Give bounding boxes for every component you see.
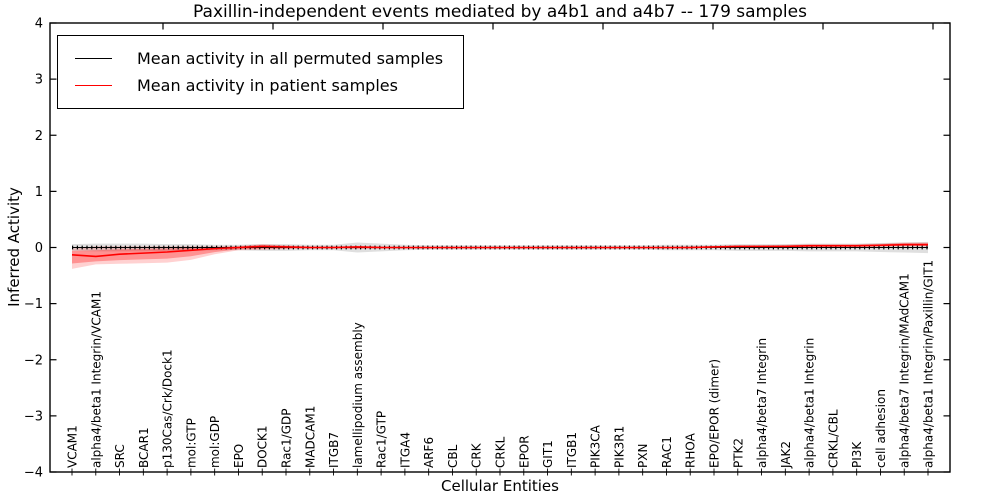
y-tick-label: −4 bbox=[24, 466, 43, 481]
x-tick-label: RHOA bbox=[684, 432, 698, 468]
y-tick-label: 3 bbox=[35, 73, 43, 88]
x-tick-label: ITGB1 bbox=[565, 432, 579, 468]
x-tick-label: alpha4/beta7 Integrin/MAdCAM1 bbox=[898, 273, 912, 468]
x-tick-label: mol:GDP bbox=[208, 416, 222, 468]
x-tick-label: CRK bbox=[470, 442, 484, 468]
x-tick-label: CRKL bbox=[494, 436, 508, 468]
x-tick-label: alpha4/beta7 Integrin bbox=[755, 338, 769, 468]
x-tick-label: alpha4/beta1 Integrin/VCAM1 bbox=[89, 291, 103, 468]
x-tick-label: EPOR bbox=[517, 435, 531, 468]
x-tick-label: PIK3R1 bbox=[612, 426, 626, 468]
x-tick-label: GIT1 bbox=[541, 440, 555, 468]
x-tick-label: Rac1/GTP bbox=[375, 411, 389, 468]
x-tick-label: Rac1/GDP bbox=[280, 409, 294, 468]
x-tick-label: PTK2 bbox=[731, 438, 745, 468]
x-tick-label: PXN bbox=[636, 444, 650, 468]
y-tick-label: 4 bbox=[35, 17, 43, 32]
legend-label-patient: Mean activity in patient samples bbox=[137, 76, 398, 95]
y-tick-label: −3 bbox=[24, 409, 43, 424]
x-tick-label: ITGA4 bbox=[398, 432, 412, 468]
legend-entry-permuted: Mean activity in all permuted samples bbox=[75, 45, 449, 72]
x-tick-label: mol:GTP bbox=[184, 418, 198, 468]
x-tick-label: RAC1 bbox=[660, 436, 674, 468]
y-tick-label: 0 bbox=[35, 241, 43, 256]
y-tick-label: 1 bbox=[35, 185, 43, 200]
patient-line-icon bbox=[75, 85, 112, 86]
legend-label-permuted: Mean activity in all permuted samples bbox=[137, 49, 444, 68]
x-tick-label: CRKL/CBL bbox=[826, 409, 840, 468]
x-tick-label: alpha4/beta1 Integrin bbox=[803, 338, 817, 468]
x-tick-label: cell adhesion bbox=[874, 389, 888, 468]
x-tick-label: DOCK1 bbox=[256, 425, 270, 468]
x-tick-label: p130Cas/Crk/Dock1 bbox=[161, 349, 175, 468]
legend-entry-patient: Mean activity in patient samples bbox=[75, 72, 449, 99]
x-tick-label: EPO bbox=[232, 444, 246, 468]
x-axis-label: Cellular Entities bbox=[441, 477, 559, 495]
x-tick-label: PI3K bbox=[850, 441, 864, 468]
x-tick-label: VCAM1 bbox=[66, 425, 80, 468]
x-tick-label: MADCAM1 bbox=[303, 406, 317, 468]
x-tick-label: alpha4/beta1 Integrin/Paxillin/GIT1 bbox=[922, 260, 936, 468]
x-tick-label: lamellipodium assembly bbox=[351, 322, 365, 468]
y-axis-label: Inferred Activity bbox=[5, 187, 23, 307]
x-tick-label: CBL bbox=[446, 444, 460, 468]
legend: Mean activity in all permuted samples Me… bbox=[57, 35, 465, 109]
patient-mean-line bbox=[71, 243, 928, 258]
y-tick-label: −1 bbox=[24, 297, 43, 312]
y-tick-label: −2 bbox=[24, 353, 43, 368]
x-tick-label: JAK2 bbox=[779, 441, 793, 469]
permuted-line-icon bbox=[75, 58, 112, 59]
x-tick-label: BCAR1 bbox=[137, 427, 151, 468]
chart-title: Paxillin-independent events mediated by … bbox=[193, 2, 807, 22]
y-tick-label: 2 bbox=[35, 129, 43, 144]
x-tick-label: ARF6 bbox=[422, 437, 436, 468]
x-tick-label: ITGB7 bbox=[327, 432, 341, 468]
x-tick-label: PIK3CA bbox=[589, 424, 603, 468]
x-tick-label: EPO/EPOR (dimer) bbox=[708, 359, 722, 468]
patient-band-outer bbox=[72, 242, 928, 269]
x-tick-label: SRC bbox=[113, 444, 127, 468]
